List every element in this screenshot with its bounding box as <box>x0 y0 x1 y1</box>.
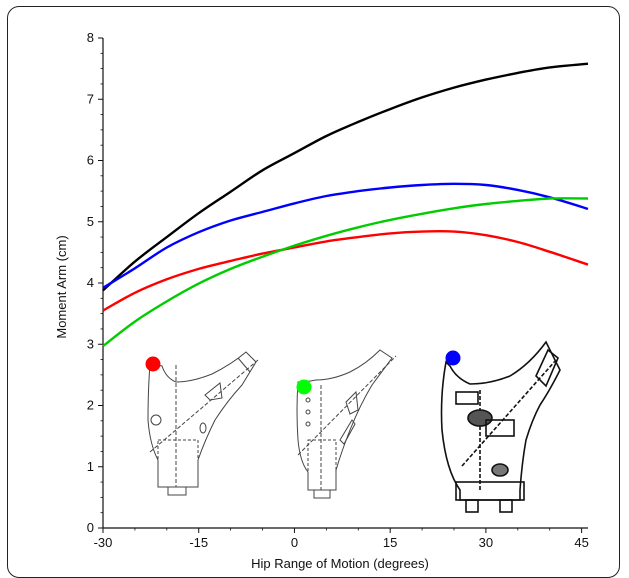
implant-sketch-blue <box>440 340 561 513</box>
series-layer <box>102 62 589 348</box>
x-tick-label: 30 <box>479 535 493 550</box>
y-tick-label: 6 <box>87 153 94 168</box>
series-line-1 <box>102 62 589 292</box>
series-line-2 <box>102 182 589 289</box>
x-tick-label: 0 <box>291 535 298 550</box>
marker-dot-1 <box>145 356 161 372</box>
series-line-4 <box>102 197 589 348</box>
y-tick-label: 5 <box>87 214 94 229</box>
axis-titles: Hip Range of Motion (degrees) Moment Arm… <box>54 235 429 571</box>
x-tick-label: 15 <box>383 535 397 550</box>
x-axis-title: Hip Range of Motion (degrees) <box>251 556 429 571</box>
y-tick-label: 2 <box>87 398 94 413</box>
x-tick-label: -30 <box>94 535 113 550</box>
axes <box>102 38 588 529</box>
marker-dot-3 <box>445 350 461 366</box>
y-tick-label: 8 <box>87 30 94 45</box>
y-axis-title: Moment Arm (cm) <box>54 235 69 338</box>
implant-sketch-green <box>296 349 397 499</box>
implant-illustrations <box>147 340 561 513</box>
y-tick-label: 4 <box>87 275 94 290</box>
marker-layer <box>145 350 461 395</box>
y-tick-label: 7 <box>87 91 94 106</box>
implant-sketch-red <box>147 351 259 496</box>
marker-dot-2 <box>296 379 312 395</box>
series-line-3 <box>102 229 589 312</box>
y-tick-label: 1 <box>87 459 94 474</box>
x-tick-label: -15 <box>189 535 208 550</box>
x-tick-label: 45 <box>574 535 588 550</box>
y-tick-label: 3 <box>87 336 94 351</box>
y-tick-label: 0 <box>87 520 94 535</box>
